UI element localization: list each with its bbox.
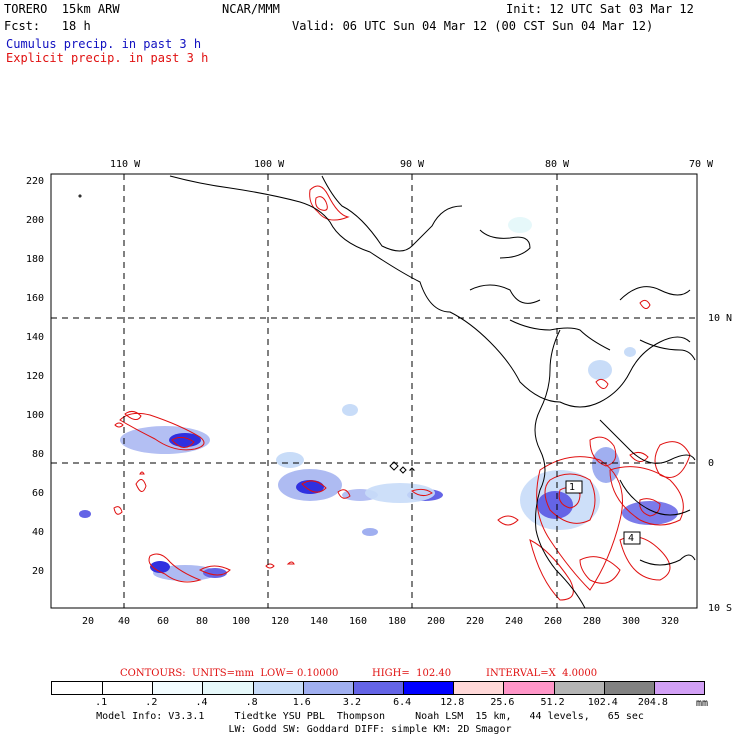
y-tick: 140 <box>26 332 45 343</box>
contour-high: HIGH= 102.40 <box>372 668 452 679</box>
y-tick: 20 <box>32 566 45 577</box>
model-info-line2: LW: Godd SW: Goddard DIFF: simple KM: 2D… <box>228 724 512 735</box>
lon-label: 90 W <box>400 159 425 170</box>
explicit-precip-contours <box>113 185 691 601</box>
lon-label: 100 W <box>254 159 285 170</box>
init-time: Init: 12 UTC Sat 03 Mar 12 <box>506 2 694 16</box>
y-tick: 120 <box>26 371 45 382</box>
color-key-threshold: 51.2 <box>540 697 565 708</box>
color-key-cell <box>603 682 654 694</box>
color-key-threshold: 25.6 <box>490 697 515 708</box>
x-tick: 140 <box>310 616 329 627</box>
color-key-units: mm <box>696 698 709 709</box>
color-key-cell <box>453 682 504 694</box>
color-key-cell <box>653 682 704 694</box>
color-key-threshold: 3.2 <box>342 697 361 708</box>
color-key-cell <box>503 682 554 694</box>
color-key <box>51 681 705 695</box>
valid-time: Valid: 06 UTC Sun 04 Mar 12 (00 CST Sun … <box>292 19 654 33</box>
y-tick: 220 <box>26 176 45 187</box>
x-tick: 260 <box>544 616 563 627</box>
color-key-threshold: 102.4 <box>587 697 618 708</box>
color-key-threshold: 1.6 <box>292 697 311 708</box>
x-tick: 120 <box>271 616 290 627</box>
lat-label: 10 S <box>708 603 733 614</box>
contour-info: CONTOURS: UNITS=mm LOW= 0.10000 <box>120 668 339 679</box>
y-tick: 80 <box>32 449 45 460</box>
color-key-threshold: .1 <box>95 697 108 708</box>
x-tick: 240 <box>505 616 524 627</box>
x-tick: 80 <box>196 616 209 627</box>
model-info-line1: Model Info: V3.3.1 Tiedtke YSU PBL Thomp… <box>96 711 644 722</box>
field-label-explicit: Explicit precip. in past 3 h <box>6 51 209 65</box>
x-tick: 300 <box>622 616 641 627</box>
color-key-cell <box>52 682 103 694</box>
y-tick: 180 <box>26 254 45 265</box>
x-tick: 60 <box>157 616 170 627</box>
forecast-hour: Fcst: 18 h <box>4 19 91 33</box>
y-tick: 200 <box>26 215 45 226</box>
color-key-cell <box>102 682 153 694</box>
x-tick: 320 <box>661 616 680 627</box>
x-tick: 180 <box>388 616 407 627</box>
center-title: NCAR/MMM <box>222 2 280 16</box>
y-tick: 60 <box>32 488 45 499</box>
color-key-cell <box>302 682 353 694</box>
contour-label-boxes <box>565 480 641 545</box>
color-key-threshold: 6.4 <box>393 697 412 708</box>
x-tick: 100 <box>232 616 251 627</box>
y-tick: 100 <box>26 410 45 421</box>
color-key-cell <box>252 682 303 694</box>
y-tick: 160 <box>26 293 45 304</box>
lon-label: 80 W <box>545 159 570 170</box>
latlon-grid <box>51 174 697 608</box>
field-label-cumulus: Cumulus precip. in past 3 h <box>6 37 202 51</box>
map-plot-area <box>51 174 697 608</box>
color-key-cell <box>553 682 604 694</box>
map-frame <box>50 173 698 609</box>
contour-label-4: 4 <box>628 533 635 544</box>
x-tick: 40 <box>118 616 131 627</box>
lon-label: 110 W <box>110 159 141 170</box>
x-tick: 20 <box>82 616 95 627</box>
color-key-cell <box>352 682 404 694</box>
model-title: TORERO 15km ARW <box>4 2 120 16</box>
color-key-threshold: .2 <box>145 697 158 708</box>
color-key-threshold: 204.8 <box>637 697 668 708</box>
x-tick: 160 <box>349 616 368 627</box>
color-key-threshold: 12.8 <box>440 697 465 708</box>
color-key-cell <box>152 682 203 694</box>
color-key-threshold: .4 <box>195 697 208 708</box>
lat-label: 0 <box>708 458 715 469</box>
lat-label: 10 N <box>708 313 733 324</box>
color-key-cell <box>403 682 454 694</box>
contour-interval: INTERVAL=X 4.0000 <box>486 668 598 679</box>
color-key-cell <box>202 682 253 694</box>
y-tick: 40 <box>32 527 45 538</box>
coastlines <box>78 175 696 608</box>
x-tick: 220 <box>466 616 485 627</box>
x-tick: 280 <box>583 616 602 627</box>
lon-label: 70 W <box>689 159 714 170</box>
contour-label-1: 1 <box>569 482 576 493</box>
cumulus-precip-shading <box>79 217 678 581</box>
x-tick: 200 <box>427 616 446 627</box>
color-key-threshold: .8 <box>245 697 258 708</box>
